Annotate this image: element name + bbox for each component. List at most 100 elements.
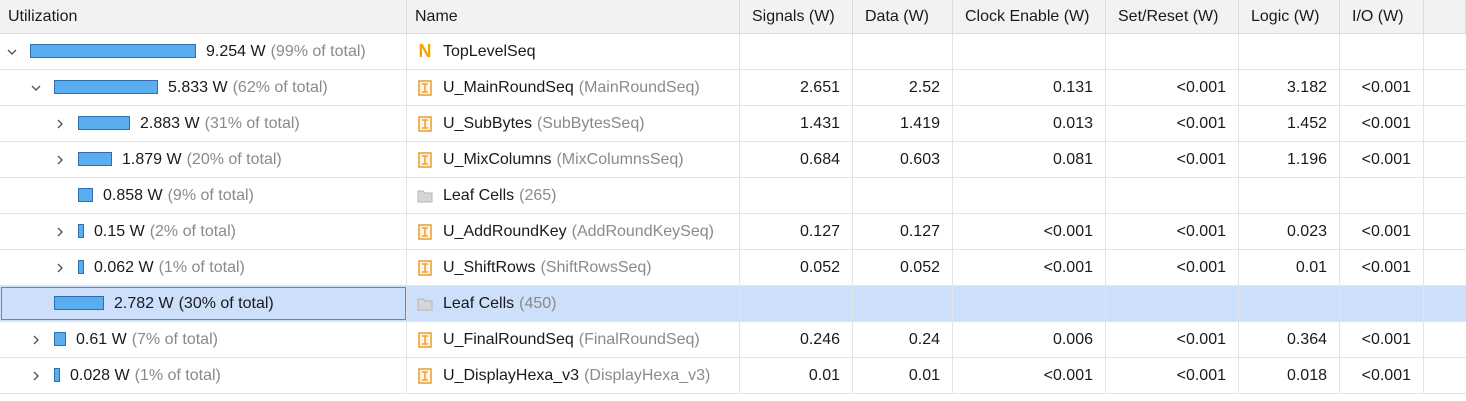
signals-cell: 0.127: [740, 214, 853, 249]
set-reset-cell: <0.001: [1106, 358, 1239, 393]
instance-name: U_ShiftRows: [443, 258, 536, 276]
utilization-percent: (62% of total): [232, 78, 328, 96]
logic-cell: 3.182: [1239, 70, 1340, 105]
name-cell[interactable]: U_FinalRoundSeq (FinalRoundSeq): [407, 322, 740, 357]
table-row[interactable]: 0.062 W (1% of total) U_ShiftRows (ShiftRow…: [0, 250, 1466, 286]
chevron-right-icon[interactable]: [52, 214, 68, 249]
name-cell[interactable]: U_ShiftRows (ShiftRowsSeq): [407, 250, 740, 285]
utilization-cell: 0.028 W (1% of total): [0, 358, 407, 393]
table-row[interactable]: 1.879 W (20% of total) U_MixColumns (MixCol…: [0, 142, 1466, 178]
instance-type: (AddRoundKeySeq): [571, 222, 714, 240]
data-cell: 0.01: [853, 358, 953, 393]
column-header-io[interactable]: I/O (W): [1340, 0, 1424, 33]
set-reset-cell: [1106, 34, 1239, 69]
chevron-right-icon[interactable]: [52, 142, 68, 177]
utilization-value: 0.61 W: [76, 330, 127, 348]
clock-enable-cell: [953, 178, 1106, 213]
utilization-value: 2.883 W: [140, 114, 200, 132]
utilization-bar: [54, 296, 104, 310]
io-cell: <0.001: [1340, 358, 1424, 393]
chevron-right-icon[interactable]: [52, 106, 68, 141]
folder-icon: [417, 187, 433, 205]
logic-cell: [1239, 178, 1340, 213]
utilization-percent: (30% of total): [178, 294, 274, 312]
column-header-name[interactable]: Name: [407, 0, 740, 33]
utilization-bar: [54, 368, 60, 382]
utilization-cell: 0.062 W (1% of total): [0, 250, 407, 285]
table-row[interactable]: 0.15 W (2% of total) U_AddRoundKey (AddRoun…: [0, 214, 1466, 250]
data-cell: 1.419: [853, 106, 953, 141]
logic-cell: 0.01: [1239, 250, 1340, 285]
chevron-right-icon[interactable]: [52, 250, 68, 285]
filler-cell: [1424, 250, 1466, 285]
name-cell[interactable]: Leaf Cells (450): [407, 286, 740, 321]
chevron-down-icon[interactable]: [4, 34, 20, 69]
signals-cell: 0.246: [740, 322, 853, 357]
io-cell: [1340, 34, 1424, 69]
utilization-value: 1.879 W: [122, 150, 182, 168]
utilization-percent: (1% of total): [158, 258, 245, 276]
column-header-clock-enable[interactable]: Clock Enable (W): [953, 0, 1106, 33]
name-cell[interactable]: U_MainRoundSeq (MainRoundSeq): [407, 70, 740, 105]
utilization-percent: (9% of total): [167, 186, 254, 204]
chevron-right-icon[interactable]: [28, 358, 44, 393]
instance-name: U_AddRoundKey: [443, 222, 567, 240]
utilization-text: 5.833 W (62% of total): [168, 70, 328, 105]
chevron-down-icon[interactable]: [28, 70, 44, 105]
name-cell[interactable]: N TopLevelSeq: [407, 34, 740, 69]
column-header-utilization[interactable]: Utilization: [0, 0, 407, 33]
clock-enable-cell: [953, 34, 1106, 69]
instance-type: (SubBytesSeq): [536, 114, 645, 132]
utilization-percent: (31% of total): [204, 114, 300, 132]
table-row[interactable]: 2.883 W (31% of total) U_SubBytes (SubBytes…: [0, 106, 1466, 142]
name-cell[interactable]: U_SubBytes (SubBytesSeq): [407, 106, 740, 141]
utilization-text: 0.15 W (2% of total): [94, 214, 236, 249]
utilization-cell: 2.782 W (30% of total): [0, 286, 407, 321]
set-reset-cell: [1106, 178, 1239, 213]
utilization-percent: (2% of total): [149, 222, 236, 240]
utilization-value: 5.833 W: [168, 78, 228, 96]
data-cell: 2.52: [853, 70, 953, 105]
logic-cell: 0.023: [1239, 214, 1340, 249]
utilization-bar: [78, 224, 84, 238]
logic-cell: 0.018: [1239, 358, 1340, 393]
utilization-value: 0.15 W: [94, 222, 145, 240]
utilization-value: 0.062 W: [94, 258, 154, 276]
table-row[interactable]: 5.833 W (62% of total) U_MainRoundSeq (Main…: [0, 70, 1466, 106]
signals-cell: 0.052: [740, 250, 853, 285]
column-header-signals[interactable]: Signals (W): [740, 0, 853, 33]
clock-enable-cell: <0.001: [953, 214, 1106, 249]
utilization-text: 9.254 W (99% of total): [206, 34, 366, 69]
table-row[interactable]: 0.028 W (1% of total) U_DisplayHexa_v3 (Dis…: [0, 358, 1466, 394]
module-icon: [417, 151, 433, 169]
utilization-cell: 0.15 W (2% of total): [0, 214, 407, 249]
name-cell[interactable]: U_DisplayHexa_v3 (DisplayHexa_v3): [407, 358, 740, 393]
filler-cell: [1424, 286, 1466, 321]
chevron-right-icon[interactable]: [28, 322, 44, 357]
table-row[interactable]: 9.254 W (99% of total) N TopLevelSeq: [0, 34, 1466, 70]
instance-name: Leaf Cells: [443, 186, 515, 204]
utilization-percent: (7% of total): [131, 330, 218, 348]
table-row[interactable]: 0.858 W (9% of total) Leaf Cells (265): [0, 178, 1466, 214]
data-cell: [853, 286, 953, 321]
set-reset-cell: <0.001: [1106, 70, 1239, 105]
utilization-text: 2.782 W (30% of total): [114, 286, 274, 321]
module-icon: [417, 79, 433, 97]
table-row[interactable]: 2.782 W (30% of total) Leaf Cells (450): [0, 286, 1466, 322]
set-reset-cell: <0.001: [1106, 250, 1239, 285]
set-reset-cell: <0.001: [1106, 214, 1239, 249]
column-header-logic[interactable]: Logic (W): [1239, 0, 1340, 33]
instance-name: Leaf Cells: [443, 294, 515, 312]
column-header-data[interactable]: Data (W): [853, 0, 953, 33]
column-header-set-reset[interactable]: Set/Reset (W): [1106, 0, 1239, 33]
logic-cell: 0.364: [1239, 322, 1340, 357]
utilization-cell: 1.879 W (20% of total): [0, 142, 407, 177]
name-cell[interactable]: U_AddRoundKey (AddRoundKeySeq): [407, 214, 740, 249]
set-reset-cell: <0.001: [1106, 142, 1239, 177]
signals-cell: 0.684: [740, 142, 853, 177]
io-cell: <0.001: [1340, 70, 1424, 105]
table-row[interactable]: 0.61 W (7% of total) U_FinalRoundSeq (Final…: [0, 322, 1466, 358]
name-cell[interactable]: Leaf Cells (265): [407, 178, 740, 213]
utilization-bar: [78, 116, 130, 130]
name-cell[interactable]: U_MixColumns (MixColumnsSeq): [407, 142, 740, 177]
